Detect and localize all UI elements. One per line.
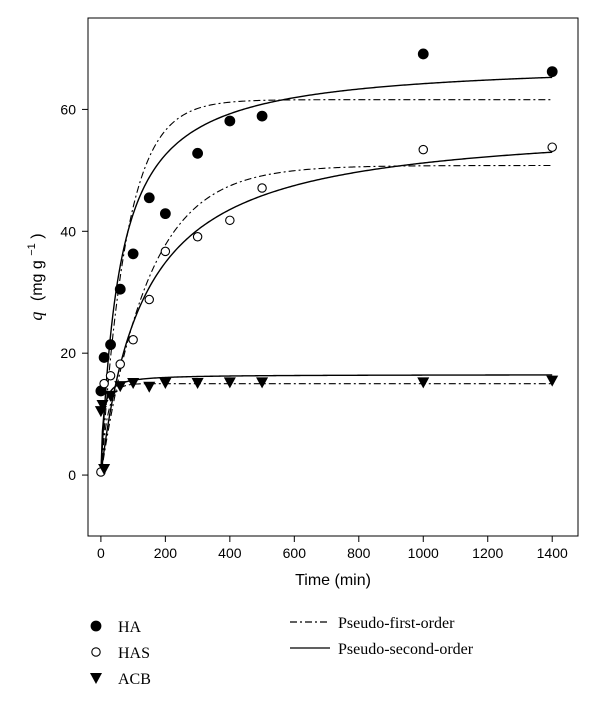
fit-curves: [100, 76, 553, 476]
x-tick-label: 0: [97, 545, 105, 561]
acb-data-point: [143, 381, 156, 393]
legend-label-ha: HA: [118, 619, 142, 636]
data-points: [94, 48, 559, 477]
acb-data-point: [417, 377, 430, 389]
acb-data-point: [256, 377, 269, 389]
has-data-point: [105, 370, 116, 381]
y-axis-unit-exponent: −1: [26, 243, 38, 256]
ha-data-point: [105, 339, 116, 351]
x-tick-label: 1200: [472, 545, 503, 561]
has-data-point: [192, 232, 203, 242]
plot-frame: [87, 17, 579, 537]
legend-marker-has: [91, 647, 101, 657]
ha-data-point: [417, 48, 429, 60]
has-data-point: [547, 142, 557, 152]
legend-marker-ha: [90, 620, 102, 632]
x-tick-label: 200: [154, 545, 178, 561]
has-data-point: [99, 378, 109, 389]
acb-data-point: [546, 375, 559, 387]
legend-label-acb: ACB: [118, 671, 151, 688]
legend: HA HAS ACB Pseudo-first-order Pseudo-second-…: [90, 615, 474, 688]
y-tick-label: 60: [60, 101, 76, 117]
acb-data-point: [104, 390, 117, 402]
ha-data-point: [256, 110, 268, 122]
y-tick-label: 40: [60, 223, 76, 239]
acb-data-point: [114, 381, 127, 393]
x-tick-label: 600: [283, 545, 307, 561]
acb-data-point: [223, 377, 236, 389]
x-tick-label: 400: [218, 545, 242, 561]
x-tick-label: 1400: [537, 545, 568, 561]
ha-pseudo-second-order-curve: [100, 76, 553, 476]
legend-label-pseudo-first-order: Pseudo-first-order: [338, 615, 455, 632]
x-axis-ticks: 0 200 400 600 800 1000 1200 1400: [97, 536, 568, 561]
legend-marker-acb: [90, 673, 102, 684]
y-tick-label: 20: [60, 345, 76, 361]
has-pseudo-first-order-curve: [100, 164, 553, 476]
has-data-point: [418, 144, 429, 155]
x-axis-title: Time (min): [295, 572, 371, 589]
acb-data-point: [98, 463, 111, 475]
ha-pseudo-first-order-curve: [100, 99, 553, 476]
legend-label-pseudo-second-order: Pseudo-second-order: [338, 641, 474, 658]
ha-data-point: [224, 115, 236, 127]
y-axis-variable: q: [26, 312, 46, 321]
y-axis-unit: (mg g: [29, 260, 46, 301]
ha-data-point: [143, 192, 155, 204]
has-data-point: [225, 215, 235, 226]
ha-data-point: [114, 283, 126, 295]
has-data-point: [144, 294, 155, 305]
ha-data-point: [546, 66, 558, 78]
y-axis-unit-close: ): [29, 233, 46, 238]
acb-data-point: [191, 378, 204, 390]
has-data-point: [160, 246, 171, 257]
x-tick-label: 1000: [408, 545, 439, 561]
has-data-point: [128, 335, 138, 345]
acb-data-point: [127, 378, 140, 390]
has-data-point: [257, 183, 267, 193]
y-axis-title: q (mg g −1 ): [22, 233, 46, 320]
acb-pseudo-second-order-curve: [100, 374, 553, 476]
has-data-point: [115, 359, 125, 369]
acb-data-point: [96, 399, 109, 411]
has-pseudo-second-order-curve: [100, 151, 553, 476]
ha-data-point: [127, 248, 139, 260]
acb-pseudo-first-order-curve: [100, 383, 553, 476]
legend-label-has: HAS: [118, 645, 150, 662]
acb-data-point: [94, 406, 107, 418]
ha-data-point: [98, 352, 110, 363]
y-tick-label: 0: [68, 467, 76, 483]
ha-data-point: [192, 147, 204, 159]
ha-data-point: [159, 208, 171, 220]
acb-data-point: [159, 378, 172, 390]
y-axis-ticks: 0 20 40 60: [60, 101, 88, 483]
x-tick-label: 800: [347, 545, 371, 561]
